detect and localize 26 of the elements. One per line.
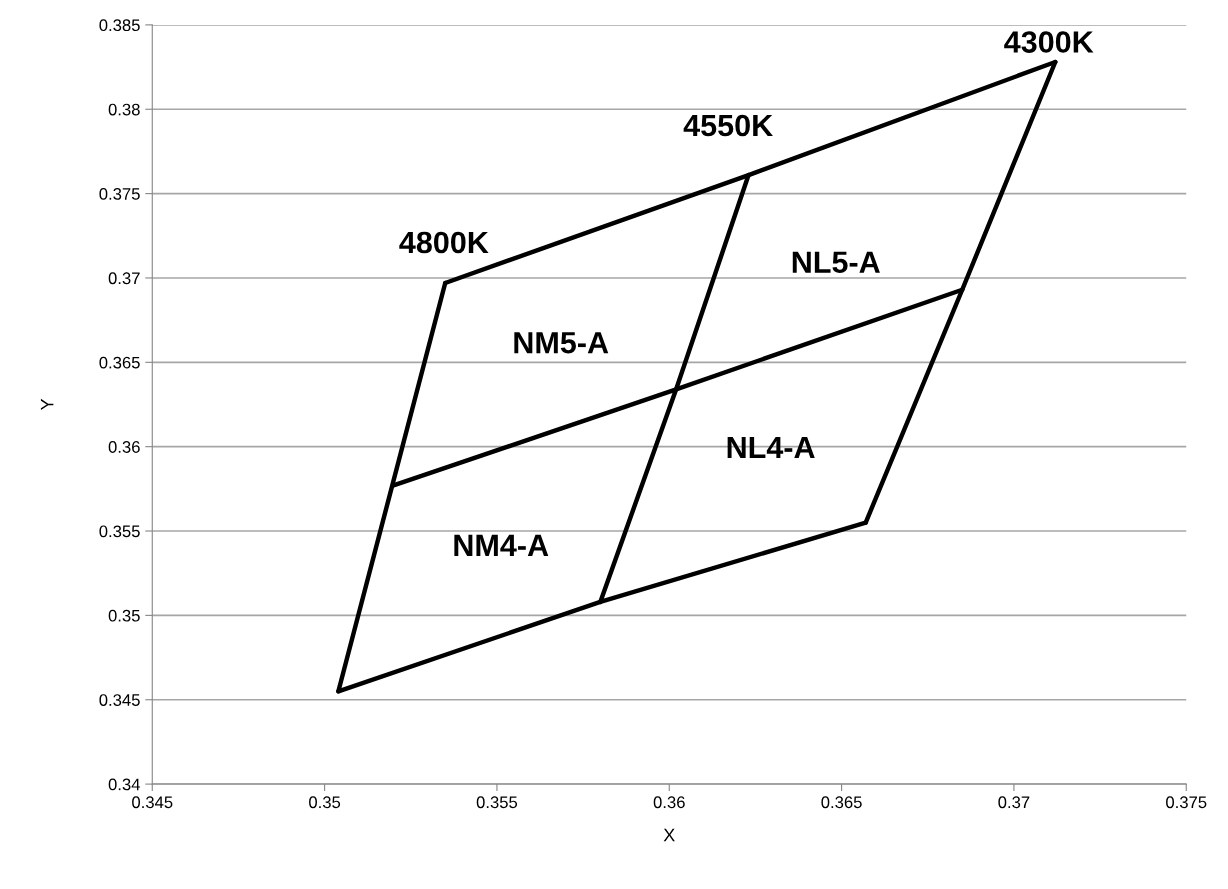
y-tick-label: 0.36 — [108, 441, 140, 453]
y-tick-label: 0.345 — [99, 694, 140, 706]
annotation: 4800K — [399, 231, 489, 254]
y-axis-title: Y — [40, 398, 54, 411]
annotation: NL4-A — [727, 436, 815, 458]
annotation: 4300K — [1004, 31, 1094, 53]
x-tick-label: 0.355 — [476, 796, 518, 809]
x-tick-label: 0.36 — [653, 796, 685, 809]
x-tick-label: 0.35 — [309, 796, 341, 809]
annotation: 4550K — [683, 114, 773, 137]
x-tick-label: 0.37 — [998, 796, 1030, 809]
y-tick-label: 0.34 — [108, 778, 140, 791]
y-tick-label: 0.365 — [99, 356, 140, 369]
annotation: NL5-A — [792, 251, 880, 273]
x-axis-title: X — [663, 828, 675, 842]
annotation: NM5-A — [514, 332, 609, 354]
x-tick-label: 0.345 — [132, 796, 173, 809]
x-tick-label: 0.365 — [821, 796, 862, 809]
y-tick-label: 0.38 — [108, 103, 140, 116]
y-tick-label: 0.35 — [108, 609, 140, 622]
y-tick-label: 0.37 — [108, 272, 140, 285]
x-tick-label: 0.375 — [1166, 796, 1207, 809]
y-tick-label: 0.385 — [99, 19, 140, 32]
y-tick-label: 0.355 — [99, 525, 140, 538]
annotation: NM4-A — [454, 534, 549, 556]
y-tick-label: 0.375 — [99, 188, 140, 200]
